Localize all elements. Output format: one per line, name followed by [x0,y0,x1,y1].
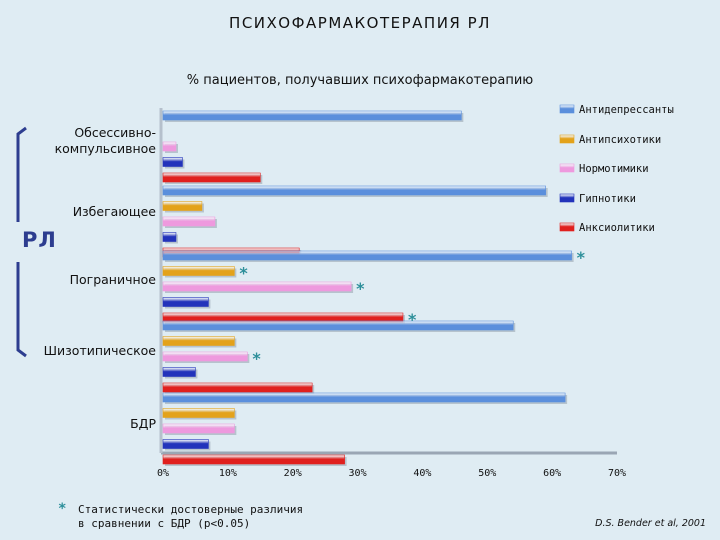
category-labels: Обсессивно-компульсивное Избегающее Погран… [44,125,157,431]
legend-swatch-antipsychotics [559,134,575,144]
bar-borderline-antipsychotics [162,266,235,276]
bar-ocpd-antidepressants [162,110,462,121]
x-tick-label: 10% [219,468,237,479]
bracket-label: РЛ [22,228,57,252]
bracket-lower-arm [16,262,27,358]
x-tick-label: 0% [157,468,169,479]
footnote-line-1: Статистически достоверные различия [78,503,304,516]
bar-schizotypal-anxiolytics [162,382,313,393]
bar-ocpd-mood-stabilizers [162,141,177,152]
bar-mdd-anxiolytics [162,454,345,465]
significance-star: * [577,248,586,267]
x-axis: 0% 10% 20% 30% 40% 50% 60% 70% [157,108,626,479]
category-label-mdd: БДР [130,416,156,431]
bar-mdd-mood-stabilizers [162,423,235,434]
bar-mdd-hypnotics [162,439,209,449]
bar-avoidant-antipsychotics [162,201,203,211]
x-tick-label: 30% [349,468,367,479]
bar-mdd-antipsychotics [162,408,235,418]
bar-borderline-antidepressants [162,250,572,261]
bar-schizotypal-mood-stabilizers [162,351,248,362]
legend-label-anxiolytics: Анксиолитики [579,222,655,234]
category-label-avoidant: Избегающее [73,204,157,219]
legend-swatch-mood-stabilizers [559,163,575,173]
significance-star: * [356,279,365,298]
bracket-upper-arm [16,126,27,222]
significance-star: * [408,310,417,329]
footnote-line-2: в сравнении с БДР (p<0.05) [78,517,251,530]
bar-avoidant-hypnotics [162,232,177,242]
bar-schizotypal-antipsychotics [162,336,235,346]
category-label-ocpd: компульсивное [55,141,157,156]
significance-markers: * * * * * [239,248,585,368]
bar-borderline-hypnotics [162,297,209,307]
footnote: * Статистически достоверные различия в с… [58,502,304,531]
legend-swatch-hypnotics [559,193,575,203]
legend-label-hypnotics: Гипнотики [579,193,636,205]
chart-subtitle: % пациентов, получавших психофармакотера… [186,73,534,88]
legend-label-antipsychotics: Антипсихотики [579,134,661,146]
x-tick-label: 70% [608,468,626,479]
pd-bracket [16,126,27,358]
x-tick-label: 20% [284,468,302,479]
bar-ocpd-hypnotics [162,157,183,167]
category-label-schizotypal: Шизотипическое [44,343,157,358]
category-label-ocpd: Обсессивно- [74,125,156,140]
legend-swatch-anxiolytics [559,222,575,232]
category-label-borderline: Пограничное [70,272,157,287]
legend-label-mood-stabilizers: Нормотимики [579,163,649,175]
significance-star: * [252,349,261,368]
bar-schizotypal-hypnotics [162,367,196,377]
bar-ocpd-anxiolytics [162,172,261,183]
bar-borderline-mood-stabilizers [162,281,352,292]
legend-label-antidepressants: Антидепрессанты [579,104,674,116]
significance-star: * [239,264,248,283]
legend: Антидепрессанты Антипсихотики Нормотимики Г… [559,104,674,234]
legend-swatch-antidepressants [559,104,575,114]
source-citation: D.S. Bender et al, 2001 [595,518,706,529]
bars [162,110,574,466]
chart-title: ПСИХОФАРМАКОТЕРАПИЯ РЛ [229,14,491,32]
bar-schizotypal-antidepressants [162,320,514,331]
bar-avoidant-antidepressants [162,185,546,196]
x-tick-label: 60% [543,468,561,479]
footnote-star: * [58,501,67,517]
bar-borderline-anxiolytics [162,312,404,323]
bar-mdd-antidepressants [162,392,566,403]
x-tick-label: 40% [413,468,431,479]
bar-avoidant-mood-stabilizers [162,216,216,227]
x-tick-label: 50% [478,468,496,479]
